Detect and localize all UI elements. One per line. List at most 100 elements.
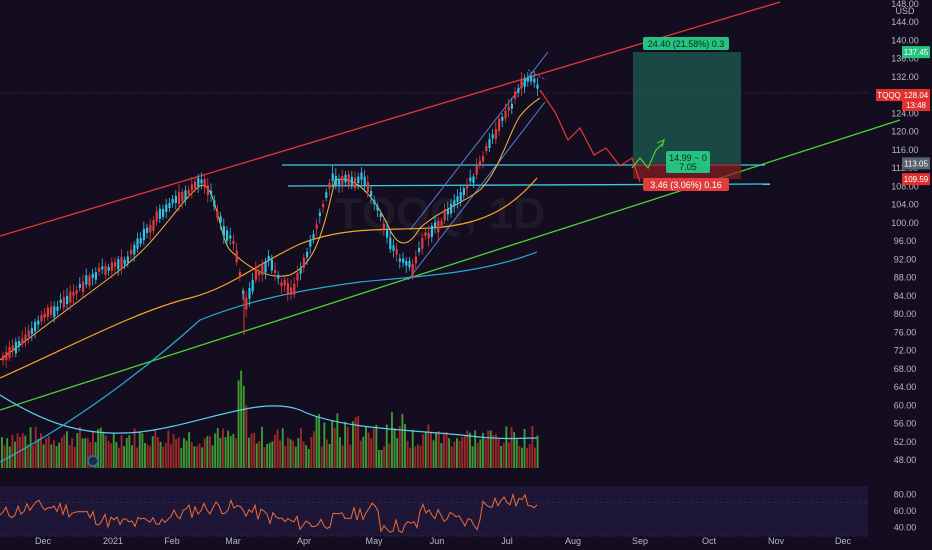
candle-body <box>56 306 59 311</box>
candle-body <box>370 191 373 197</box>
time-tick-label: Nov <box>768 536 785 546</box>
candle-body <box>386 228 389 238</box>
volume-bar <box>211 445 214 468</box>
volume-bar <box>118 447 120 468</box>
volume-bar <box>424 432 427 468</box>
rr-label-box <box>666 151 710 173</box>
volume-bar <box>79 427 81 468</box>
price-tick-label: 84.00 <box>894 291 917 301</box>
volume-bar <box>536 435 539 468</box>
candle-body <box>75 290 78 294</box>
candle-body <box>165 204 168 212</box>
volume-bar <box>313 431 315 468</box>
candle-body <box>398 258 401 262</box>
volume-bar <box>435 432 438 468</box>
candle-body <box>136 238 139 249</box>
volume-bar <box>55 446 58 468</box>
volume-bar <box>120 435 123 468</box>
candle-body <box>130 249 133 254</box>
candle-body <box>62 297 65 308</box>
volume-bar <box>502 442 505 468</box>
rsi-pane-background <box>0 486 868 536</box>
time-tick-label: Oct <box>702 536 717 546</box>
candle-body <box>411 263 414 276</box>
event-marker-icon[interactable] <box>87 455 99 467</box>
volume-bar <box>489 430 492 468</box>
time-tick-label: Apr <box>297 536 311 546</box>
price-tick-label: 52.00 <box>894 437 917 447</box>
volume-bar <box>216 428 219 468</box>
volume-bar <box>53 440 55 468</box>
candle-body <box>478 160 481 165</box>
volume-bar <box>463 435 466 468</box>
candle-body <box>498 119 501 131</box>
candle-body <box>123 259 126 265</box>
candle-body <box>46 307 49 317</box>
candle-body <box>82 281 85 293</box>
candle-body <box>299 268 302 274</box>
volume-bar <box>19 437 22 468</box>
candle-body <box>18 341 21 347</box>
candle-body <box>158 208 161 219</box>
candle-body <box>360 172 363 180</box>
candle-body <box>168 202 171 208</box>
projection-down-path <box>539 89 641 183</box>
volume-bar <box>497 438 500 468</box>
candle-body <box>152 220 155 231</box>
rsi-tick-label: 80.00 <box>894 489 917 499</box>
candle-body <box>293 283 296 295</box>
volume-bar <box>172 434 175 468</box>
candle-body <box>219 216 222 223</box>
candle-body <box>126 256 129 263</box>
candle-body <box>34 322 37 332</box>
volume-bar <box>6 438 9 468</box>
volume-bar <box>305 445 308 468</box>
candle-body <box>334 176 337 186</box>
price-tick-label: 72.00 <box>894 346 917 356</box>
volume-bar <box>344 421 347 468</box>
volume-bar <box>328 443 331 468</box>
long-position-tool[interactable]: 24.40 (21.58%) 0.3 3.46 (3.06%) 0.16 14.99… <box>527 37 741 191</box>
volume-bar <box>466 430 469 468</box>
volume-bar <box>515 439 518 468</box>
volume-bar <box>112 432 115 468</box>
price-tick-label: 148.00 <box>891 0 919 9</box>
volume-bar <box>398 426 401 468</box>
candle-body <box>194 181 197 189</box>
candle-body <box>309 240 312 247</box>
target-price-tag <box>902 46 930 59</box>
price-tick-label: 92.00 <box>894 254 917 264</box>
price-tick-label: 68.00 <box>894 364 917 374</box>
rsi-tick-label: 60.00 <box>894 506 917 516</box>
volume-bar <box>388 443 391 468</box>
candle-body <box>197 177 200 187</box>
volume-bar <box>450 446 453 468</box>
volume-bar <box>268 442 271 468</box>
candle-body <box>526 77 529 82</box>
projection-up-path <box>631 141 665 170</box>
volume-bar <box>292 440 295 468</box>
volume-bar <box>294 446 297 468</box>
volume-bar <box>224 437 227 468</box>
candle-body <box>530 76 533 82</box>
price-tick-label: 132.00 <box>891 72 919 82</box>
candle-body <box>203 179 206 188</box>
candle-body <box>146 227 149 233</box>
target-label: 24.40 (21.58%) 0.3 <box>648 39 725 49</box>
candle-body <box>251 279 254 292</box>
time-axis[interactable]: Dec 2021 Feb Mar Apr May Jun Jul Aug Sep Oct Nov Dec <box>35 536 852 546</box>
volume-bar <box>250 433 253 468</box>
volume-bar <box>422 434 425 468</box>
candle-body <box>354 177 357 188</box>
volume-bar <box>131 445 133 468</box>
volume-bar <box>133 428 136 468</box>
volume-bar <box>63 434 66 468</box>
volume-bar <box>487 430 490 468</box>
volume-bar <box>484 438 487 468</box>
candle-body <box>459 192 462 202</box>
stop-label-box <box>643 178 729 191</box>
volume-bar <box>411 429 414 468</box>
volume-bar <box>16 433 19 468</box>
